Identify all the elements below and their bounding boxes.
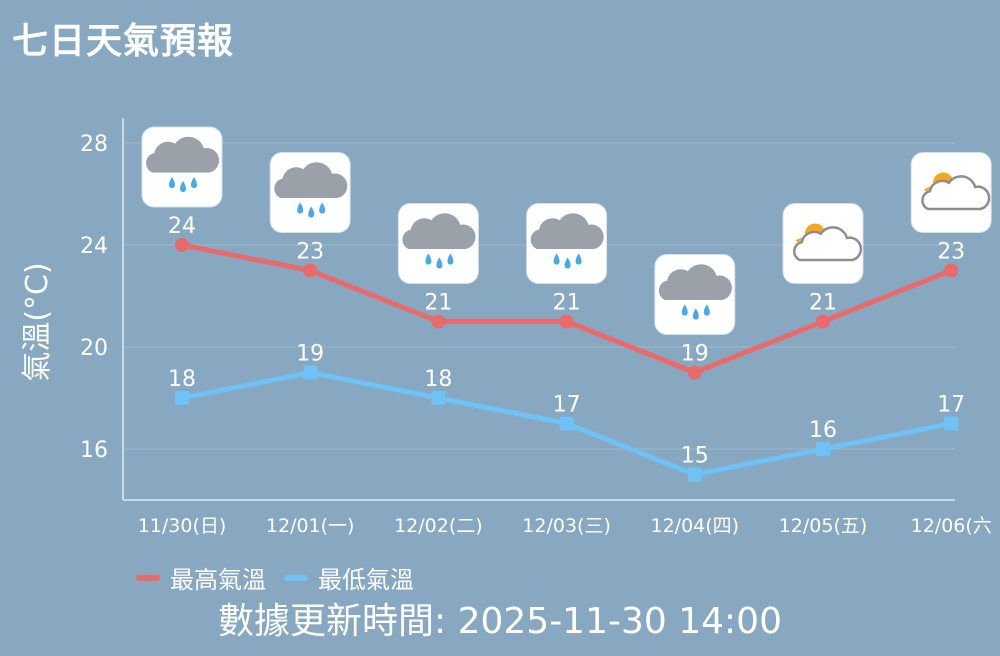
low-temp-point bbox=[944, 416, 959, 431]
high-temp-point bbox=[431, 314, 446, 329]
high-temp-label: 23 bbox=[296, 240, 324, 265]
x-tick-label: 12/04(四) bbox=[651, 515, 740, 537]
high-temp-label: 24 bbox=[168, 214, 196, 239]
legend-swatch-high bbox=[136, 574, 160, 581]
high-temp-label: 21 bbox=[424, 291, 452, 316]
x-tick-label: 12/06(六 bbox=[911, 515, 992, 537]
x-tick-label: 12/02(二) bbox=[394, 515, 483, 537]
high-temp-label: 23 bbox=[937, 240, 965, 265]
partly-cloudy-icon bbox=[910, 152, 992, 233]
rain-icon bbox=[141, 126, 223, 208]
rain-icon bbox=[269, 152, 351, 233]
low-temp-point bbox=[816, 442, 830, 456]
legend-label-high: 最高氣溫 bbox=[170, 566, 266, 594]
high-temp-point bbox=[175, 238, 189, 252]
high-temp-point bbox=[559, 314, 574, 329]
y-tick-label: 16 bbox=[80, 438, 108, 463]
x-tick-label: 12/03(三) bbox=[522, 515, 611, 537]
x-tick-label: 12/01(一) bbox=[266, 515, 355, 537]
low-temp-point bbox=[303, 365, 318, 380]
low-temp-point bbox=[559, 416, 574, 431]
legend-label-low: 最低氣溫 bbox=[318, 566, 414, 594]
chart-title: 七日天氣預報 bbox=[12, 21, 235, 62]
high-temp-point bbox=[303, 263, 318, 278]
y-tick-label: 20 bbox=[80, 336, 108, 361]
high-temp-label: 21 bbox=[809, 291, 837, 316]
low-temp-label: 17 bbox=[937, 393, 965, 418]
update-time: 數據更新時間: 2025-11-30 14:00 bbox=[218, 601, 782, 642]
y-axis-label: 氣溫(°C) bbox=[20, 262, 55, 381]
rain-icon bbox=[654, 254, 736, 335]
high-temp-point bbox=[816, 314, 830, 329]
high-temp-label: 21 bbox=[553, 291, 581, 316]
rain-icon bbox=[526, 203, 608, 284]
legend-item-high: 最高氣溫 bbox=[136, 560, 266, 595]
x-tick-label: 12/05(五) bbox=[779, 515, 868, 537]
low-temp-label: 19 bbox=[296, 342, 324, 367]
high-temp-point bbox=[687, 365, 702, 380]
legend: 最高氣溫 最低氣溫 bbox=[136, 560, 414, 595]
low-temp-point bbox=[431, 391, 446, 405]
low-temp-point bbox=[175, 391, 189, 405]
rain-icon bbox=[397, 203, 479, 284]
low-temp-point bbox=[687, 467, 702, 482]
low-temp-label: 17 bbox=[553, 393, 581, 418]
low-temp-label: 18 bbox=[168, 367, 196, 392]
low-temp-label: 18 bbox=[424, 367, 452, 392]
low-temp-label: 15 bbox=[681, 444, 709, 469]
legend-swatch-low bbox=[284, 574, 308, 581]
partly-cloudy-icon bbox=[782, 203, 864, 284]
high-temp-label: 19 bbox=[681, 342, 709, 367]
y-tick-label: 24 bbox=[80, 234, 108, 259]
x-tick-label: 11/30(日) bbox=[138, 515, 227, 537]
low-temp-label: 16 bbox=[809, 418, 837, 443]
high-temp-point bbox=[944, 263, 959, 278]
legend-item-low: 最低氣溫 bbox=[284, 560, 414, 595]
y-tick-label: 28 bbox=[80, 132, 108, 157]
